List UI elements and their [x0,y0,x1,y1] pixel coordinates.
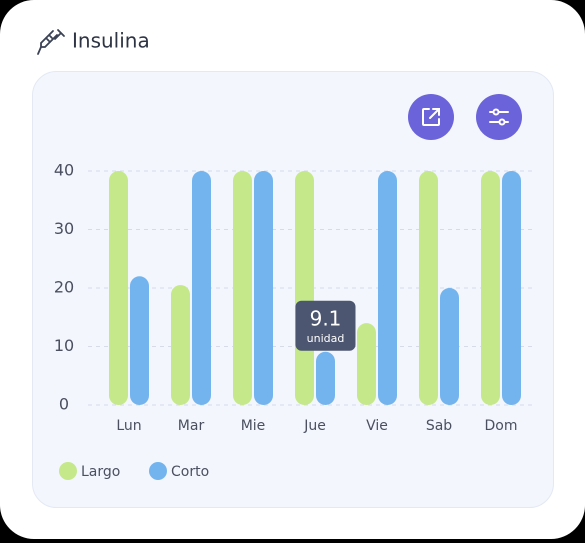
open-icon [422,108,440,126]
x-tick-label: Sab [426,418,452,434]
y-tick-label: 20 [54,278,74,297]
legend-label: Corto [171,464,209,480]
tooltip-value: 9.1 [310,306,342,330]
bar [481,171,500,405]
filter-button[interactable] [476,94,522,140]
y-tick-label: 0 [59,395,69,414]
x-tick-label: Lun [116,418,141,434]
tooltip [295,300,356,351]
bar [419,171,438,405]
x-tick-label: Jue [303,418,326,434]
bar [192,171,211,405]
bar [378,171,397,405]
bar [130,276,149,405]
bar [295,171,314,405]
syringe-icon [37,29,65,55]
x-tick-label: Mie [241,418,266,434]
x-tick-label: Vie [366,418,388,434]
x-tick-label: Mar [178,418,205,434]
legend-label: Largo [81,464,120,480]
bar [357,323,376,405]
bar [254,171,273,405]
filter-icon [489,108,509,126]
legend-swatch [59,462,77,480]
bar [502,171,521,405]
bar [171,285,190,405]
y-tick-label: 30 [54,219,74,238]
bar [109,171,128,405]
y-tick-label: 10 [54,336,74,355]
tooltip-unit: unidad [307,332,345,345]
legend-swatch [149,462,167,480]
bar [233,171,252,405]
y-tick-label: 40 [54,161,74,180]
bar [316,351,335,405]
chart-title: Insulina [72,29,150,53]
x-tick-label: Dom [485,418,518,434]
bar [440,288,459,405]
